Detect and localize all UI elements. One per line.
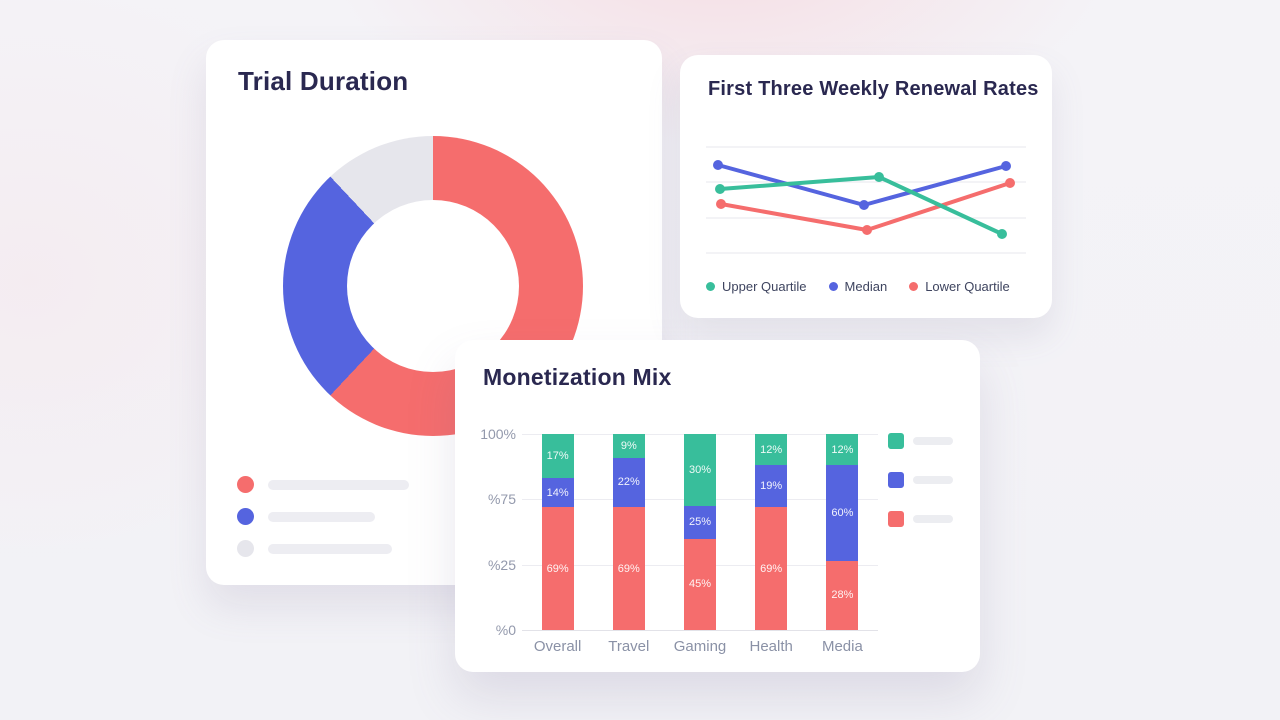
- legend-label: Upper Quartile: [722, 279, 807, 294]
- trial-duration-card: Trial Duration: [206, 40, 662, 585]
- point-upper-quartile[interactable]: [997, 229, 1007, 239]
- bar-media: 28% 60% 12%: [826, 434, 859, 630]
- point-median[interactable]: [859, 200, 869, 210]
- legend-placeholder-bar: [913, 476, 953, 484]
- lower-quartile-dot-icon: [909, 282, 919, 291]
- median-dot-icon: [828, 282, 838, 291]
- legend-item-upper-quartile[interactable]: Upper Quartile: [706, 279, 807, 294]
- legend-placeholder-bar: [268, 543, 392, 554]
- legend-dot-icon: [237, 540, 254, 557]
- blue-square-icon: [888, 472, 904, 488]
- overall-bottom-segment[interactable]: 69%: [541, 507, 574, 630]
- point-upper-quartile[interactable]: [715, 184, 725, 194]
- y-axis-tick: %0: [495, 622, 516, 638]
- red-square-icon: [888, 511, 904, 527]
- segment-value-label: 17%: [546, 450, 569, 463]
- media-top-segment[interactable]: 12%: [826, 434, 859, 466]
- bar-overall: 69% 14% 17%: [541, 434, 574, 630]
- segment-value-label: 14%: [546, 486, 569, 499]
- legend-placeholder-bar: [268, 479, 409, 490]
- travel-top-segment[interactable]: 9%: [612, 434, 645, 458]
- monetization-mix-legend: [888, 433, 953, 527]
- gaming-top-segment[interactable]: 30%: [684, 434, 716, 506]
- trial-legend-item-2[interactable]: [237, 540, 409, 557]
- x-axis-label-travel: Travel: [608, 638, 650, 655]
- bar-health: 69% 19% 12%: [755, 434, 788, 630]
- segment-value-label: 45%: [688, 578, 712, 591]
- upper-quartile-dot-icon: [706, 282, 715, 291]
- point-lower-quartile[interactable]: [1005, 178, 1015, 188]
- x-axis-label-gaming: Gaming: [673, 638, 727, 655]
- renewal-rates-line-chart: [706, 146, 1026, 254]
- trial-legend-item-1[interactable]: [237, 508, 409, 525]
- point-upper-quartile[interactable]: [874, 172, 884, 182]
- y-axis-tick: %75: [487, 491, 516, 508]
- segment-value-label: 28%: [831, 589, 854, 602]
- travel-bottom-segment[interactable]: 69%: [612, 507, 645, 630]
- renewal-rates-card: First Three Weekly Renewal Rates Upper Q…: [680, 55, 1052, 318]
- media-bottom-segment[interactable]: 28%: [826, 560, 859, 630]
- monetization-mix-card: Monetization Mix 100% %75 %25 %0 69% 14% 17% 6…: [455, 340, 980, 672]
- segment-value-label: 60%: [831, 507, 854, 520]
- legend-item-median[interactable]: Median: [828, 279, 888, 294]
- gridline: [522, 630, 878, 631]
- segment-value-label: 12%: [831, 443, 854, 456]
- monetization-mix-bar-chart: 69% 14% 17% 69% 22% 9% 45% 25% 30% 69% 19% 12% 28% 60…: [522, 434, 878, 631]
- legend-placeholder-bar: [913, 515, 953, 523]
- bar-travel: 69% 22% 9%: [612, 434, 645, 630]
- x-axis-label-health: Health: [749, 638, 793, 655]
- legend-label: Median: [844, 279, 888, 294]
- y-axis-tick: %25: [487, 556, 516, 573]
- point-lower-quartile[interactable]: [716, 199, 726, 209]
- segment-value-label: 19%: [760, 480, 783, 493]
- health-top-segment[interactable]: 12%: [755, 434, 788, 466]
- legend-item-red[interactable]: [888, 511, 953, 527]
- segment-value-label: 9%: [620, 439, 637, 452]
- bar-gaming: 45% 25% 30%: [684, 434, 716, 630]
- legend-label: Lower Quartile: [925, 279, 1010, 294]
- segment-value-label: 25%: [688, 516, 712, 529]
- segment-value-label: 12%: [760, 443, 783, 456]
- gaming-bottom-segment[interactable]: 45%: [684, 538, 716, 630]
- point-median[interactable]: [713, 160, 723, 170]
- point-median[interactable]: [1001, 161, 1011, 171]
- legend-item-lower-quartile[interactable]: Lower Quartile: [909, 279, 1010, 294]
- gaming-middle-segment[interactable]: 25%: [684, 505, 716, 539]
- segment-value-label: 22%: [617, 476, 640, 489]
- segment-value-label: 69%: [617, 562, 640, 575]
- trial-duration-legend: [237, 476, 409, 557]
- segment-value-label: 69%: [760, 562, 783, 575]
- green-square-icon: [888, 433, 904, 449]
- trial-legend-item-0[interactable]: [237, 476, 409, 493]
- legend-item-blue[interactable]: [888, 472, 953, 488]
- monetization-mix-title: Monetization Mix: [483, 364, 672, 390]
- overall-middle-segment[interactable]: 14%: [541, 478, 574, 508]
- health-bottom-segment[interactable]: 69%: [755, 507, 788, 630]
- legend-placeholder-bar: [913, 437, 953, 445]
- legend-dot-icon: [237, 476, 254, 493]
- overall-top-segment[interactable]: 17%: [541, 434, 574, 479]
- point-lower-quartile[interactable]: [862, 225, 872, 235]
- segment-value-label: 69%: [546, 562, 569, 575]
- renewal-rates-legend: Upper Quartile Median Lower Quartile: [706, 279, 1010, 294]
- renewal-rates-title: First Three Weekly Renewal Rates: [708, 78, 1039, 100]
- health-middle-segment[interactable]: 19%: [755, 465, 788, 508]
- segment-value-label: 30%: [688, 463, 712, 476]
- legend-dot-icon: [237, 508, 254, 525]
- x-axis-label-overall: Overall: [533, 638, 582, 655]
- legend-item-green[interactable]: [888, 433, 953, 449]
- legend-placeholder-bar: [268, 511, 375, 522]
- travel-middle-segment[interactable]: 22%: [612, 457, 645, 508]
- trial-duration-title: Trial Duration: [238, 66, 409, 96]
- media-middle-segment[interactable]: 60%: [826, 465, 859, 561]
- y-axis-tick: 100%: [480, 426, 516, 442]
- x-axis-label-media: Media: [821, 638, 863, 655]
